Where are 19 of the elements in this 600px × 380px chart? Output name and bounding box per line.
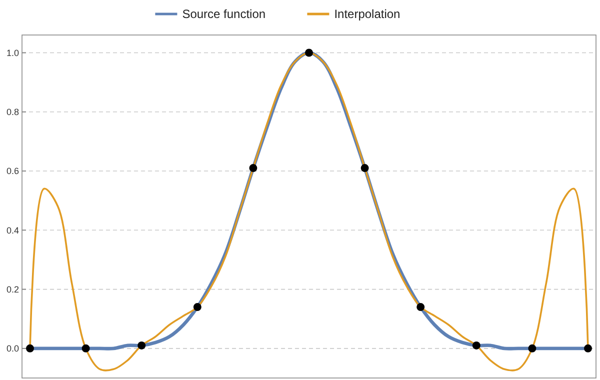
point xyxy=(249,164,258,172)
y-tick-label: 0.8 xyxy=(6,107,19,118)
y-tick-label: 0.6 xyxy=(6,166,19,176)
point xyxy=(138,341,146,350)
y-tick-label: 0.4 xyxy=(6,225,19,236)
legend-label: Interpolation xyxy=(334,7,400,22)
point xyxy=(26,344,34,352)
point xyxy=(360,164,369,172)
y-tick-label: 1.0 xyxy=(6,48,19,58)
point xyxy=(416,303,425,312)
point xyxy=(193,303,202,312)
y-tick-label: 0.0 xyxy=(6,344,19,354)
y-tick-label: 0.2 xyxy=(6,284,19,294)
point xyxy=(584,344,592,352)
point xyxy=(528,344,536,352)
point xyxy=(472,341,480,350)
point xyxy=(82,344,90,352)
legend-label: Source function xyxy=(182,7,266,22)
point xyxy=(305,48,313,57)
